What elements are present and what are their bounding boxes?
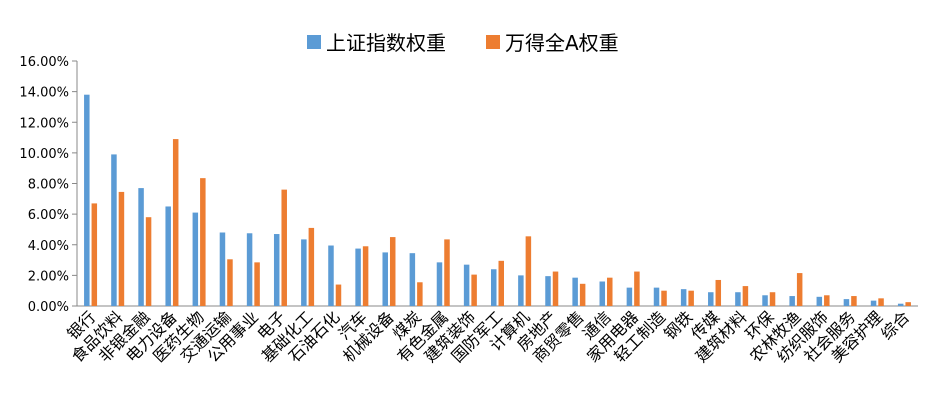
bar-series-1-12 — [409, 253, 416, 306]
bar-series-1-17 — [545, 276, 551, 306]
bar-series-1-3 — [165, 206, 171, 306]
bar-series-1-30 — [897, 303, 904, 306]
bar-series-2-27 — [824, 295, 830, 306]
bar-series-1-23 — [708, 292, 714, 306]
bars — [84, 94, 911, 307]
bar-series-1-2 — [138, 188, 144, 306]
bar-series-2-3 — [172, 139, 179, 306]
y-tick-label: 8.00% — [28, 178, 69, 193]
bar-series-1-5 — [219, 232, 226, 306]
bar-series-1-1 — [111, 154, 117, 306]
y-tick-label: 10.00% — [19, 147, 69, 162]
bar-series-2-21 — [661, 290, 667, 306]
bar-series-2-24 — [742, 286, 749, 306]
legend-label-series-1: 上证指数权重 — [326, 31, 446, 55]
legend-swatch-series-2 — [486, 35, 500, 49]
bar-series-1-8 — [301, 239, 307, 306]
bar-series-1-21 — [653, 287, 660, 307]
bar-series-2-29 — [878, 298, 884, 306]
bar-series-2-13 — [444, 239, 450, 306]
y-tick-label: 16.00% — [19, 55, 69, 70]
bar-series-2-17 — [552, 271, 559, 306]
bar-series-1-13 — [436, 262, 443, 306]
bar-series-2-2 — [145, 217, 152, 306]
bar-series-2-0 — [91, 203, 98, 306]
x-axis-labels: 银行食品饮料非银金融电力设备医药生物交通运输公用事业电子基础化工石油石化汽车机械… — [63, 307, 913, 366]
bar-series-2-15 — [498, 260, 504, 306]
bar-series-2-30 — [905, 302, 911, 306]
bar-series-2-11 — [389, 237, 396, 306]
bar-series-2-26 — [796, 273, 803, 306]
bar-series-2-9 — [335, 284, 342, 306]
bar-series-2-1 — [118, 191, 125, 306]
bar-series-1-10 — [355, 248, 361, 306]
bar-series-2-8 — [308, 227, 315, 306]
bar-series-1-19 — [599, 281, 606, 306]
bar-series-2-22 — [688, 290, 694, 306]
bar-series-1-6 — [246, 233, 253, 306]
bar-series-2-10 — [362, 246, 369, 306]
bar-series-1-9 — [328, 245, 334, 306]
bar-series-1-24 — [735, 292, 741, 306]
bar-series-1-18 — [572, 277, 578, 306]
bar-series-2-20 — [634, 271, 640, 306]
y-tick-label: 2.00% — [28, 269, 69, 284]
bar-series-1-27 — [816, 296, 823, 306]
bar-series-1-28 — [843, 299, 850, 306]
bar-series-1-22 — [680, 289, 687, 306]
y-tick-label: 4.00% — [28, 239, 69, 254]
legend: 上证指数权重 万得全A权重 — [307, 31, 619, 55]
bar-series-2-5 — [227, 259, 233, 306]
y-tick-label: 0.00% — [28, 300, 69, 315]
bar-series-1-11 — [382, 252, 388, 306]
bar-series-2-4 — [200, 178, 206, 306]
legend-label-series-2: 万得全A权重 — [505, 31, 619, 55]
bar-series-1-0 — [84, 94, 90, 306]
bar-series-2-18 — [579, 283, 586, 306]
bar-series-2-28 — [851, 296, 857, 306]
legend-swatch-series-1 — [307, 35, 321, 49]
y-tick-label: 12.00% — [19, 116, 69, 131]
bar-series-1-25 — [762, 295, 768, 306]
bar-series-2-6 — [254, 262, 260, 306]
bar-series-2-14 — [471, 274, 477, 306]
y-tick-label: 6.00% — [28, 208, 69, 223]
bar-series-1-4 — [192, 212, 199, 306]
bar-series-1-29 — [870, 300, 877, 306]
bar-series-2-16 — [525, 236, 532, 306]
bar-series-2-19 — [607, 277, 613, 306]
bar-series-2-12 — [417, 282, 423, 306]
bar-series-1-16 — [518, 275, 524, 307]
bar-series-1-7 — [273, 234, 280, 306]
x-category-label: 综合 — [877, 307, 913, 343]
bar-series-1-20 — [626, 287, 633, 307]
bar-series-1-26 — [789, 296, 795, 306]
bar-series-2-25 — [769, 292, 776, 306]
bar-series-2-23 — [715, 279, 722, 306]
y-axis-ticks: 0.00% 2.00% 4.00% 6.00% 8.00% 10.00% 12.00% 14.… — [19, 55, 77, 315]
bar-series-1-14 — [463, 264, 470, 306]
bar-series-2-7 — [281, 189, 287, 307]
y-tick-label: 14.00% — [19, 86, 69, 101]
bar-series-1-15 — [491, 269, 497, 306]
